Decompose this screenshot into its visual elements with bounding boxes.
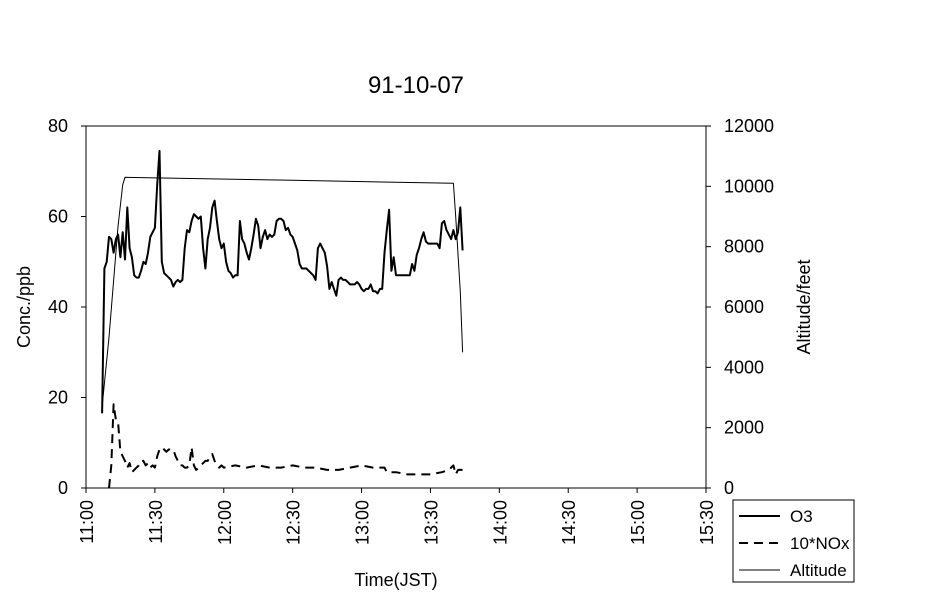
legend-label-nox: 10*NOx	[790, 534, 850, 553]
y-tick-label: 80	[48, 116, 68, 136]
x-tick-label: 12:30	[284, 500, 304, 545]
y-tick-label: 20	[48, 388, 68, 408]
y-axis-title: Conc./ppb	[14, 266, 34, 348]
plot-area	[85, 125, 707, 489]
x-tick-label: 12:00	[215, 500, 235, 545]
x-tick-label: 14:00	[490, 500, 510, 545]
y2-axis-ticks: 0 2000 4000 6000 8000 10000 12000	[706, 116, 774, 498]
x-tick-label: 15:30	[697, 500, 717, 545]
legend-box	[732, 499, 855, 583]
x-tick-label: 11:30	[146, 500, 166, 544]
y2-tick-label: 0	[724, 478, 734, 498]
x-tick-label: 13:00	[353, 500, 373, 545]
y2-tick-label: 8000	[724, 237, 764, 257]
legend-label-altitude: Altitude	[790, 561, 847, 580]
x-tick-label: 13:30	[421, 500, 441, 545]
x-axis-ticks: 11:00 11:30 12:00 12:30 13:00 13:30 14:00 14:30…	[77, 488, 717, 545]
y2-tick-label: 4000	[724, 357, 764, 377]
x-tick-label: 11:00	[77, 500, 97, 544]
y2-tick-label: 10000	[724, 176, 774, 196]
x-axis-title: Time(JST)	[354, 570, 437, 590]
legend: O3 10*NOx Altitude	[732, 499, 855, 583]
y2-tick-label: 2000	[724, 418, 764, 438]
series-layer	[101, 149, 464, 489]
chart-title: 91-10-07	[368, 72, 464, 99]
series-line-10-nox	[108, 403, 463, 489]
series-line-o3	[101, 149, 464, 414]
legend-label-o3: O3	[790, 507, 813, 526]
y-tick-label: 0	[58, 478, 68, 498]
y-tick-label: 60	[48, 207, 68, 227]
x-tick-label: 15:00	[628, 500, 648, 545]
y-axis-ticks: 0 20 40 60 80	[48, 116, 86, 498]
y2-tick-label: 12000	[724, 116, 774, 136]
y2-tick-label: 6000	[724, 297, 764, 317]
series-line-altitude	[101, 176, 464, 407]
x-tick-label: 14:30	[559, 500, 579, 545]
y-tick-label: 40	[48, 297, 68, 317]
y2-axis-title: Altitude/feet	[794, 259, 814, 354]
